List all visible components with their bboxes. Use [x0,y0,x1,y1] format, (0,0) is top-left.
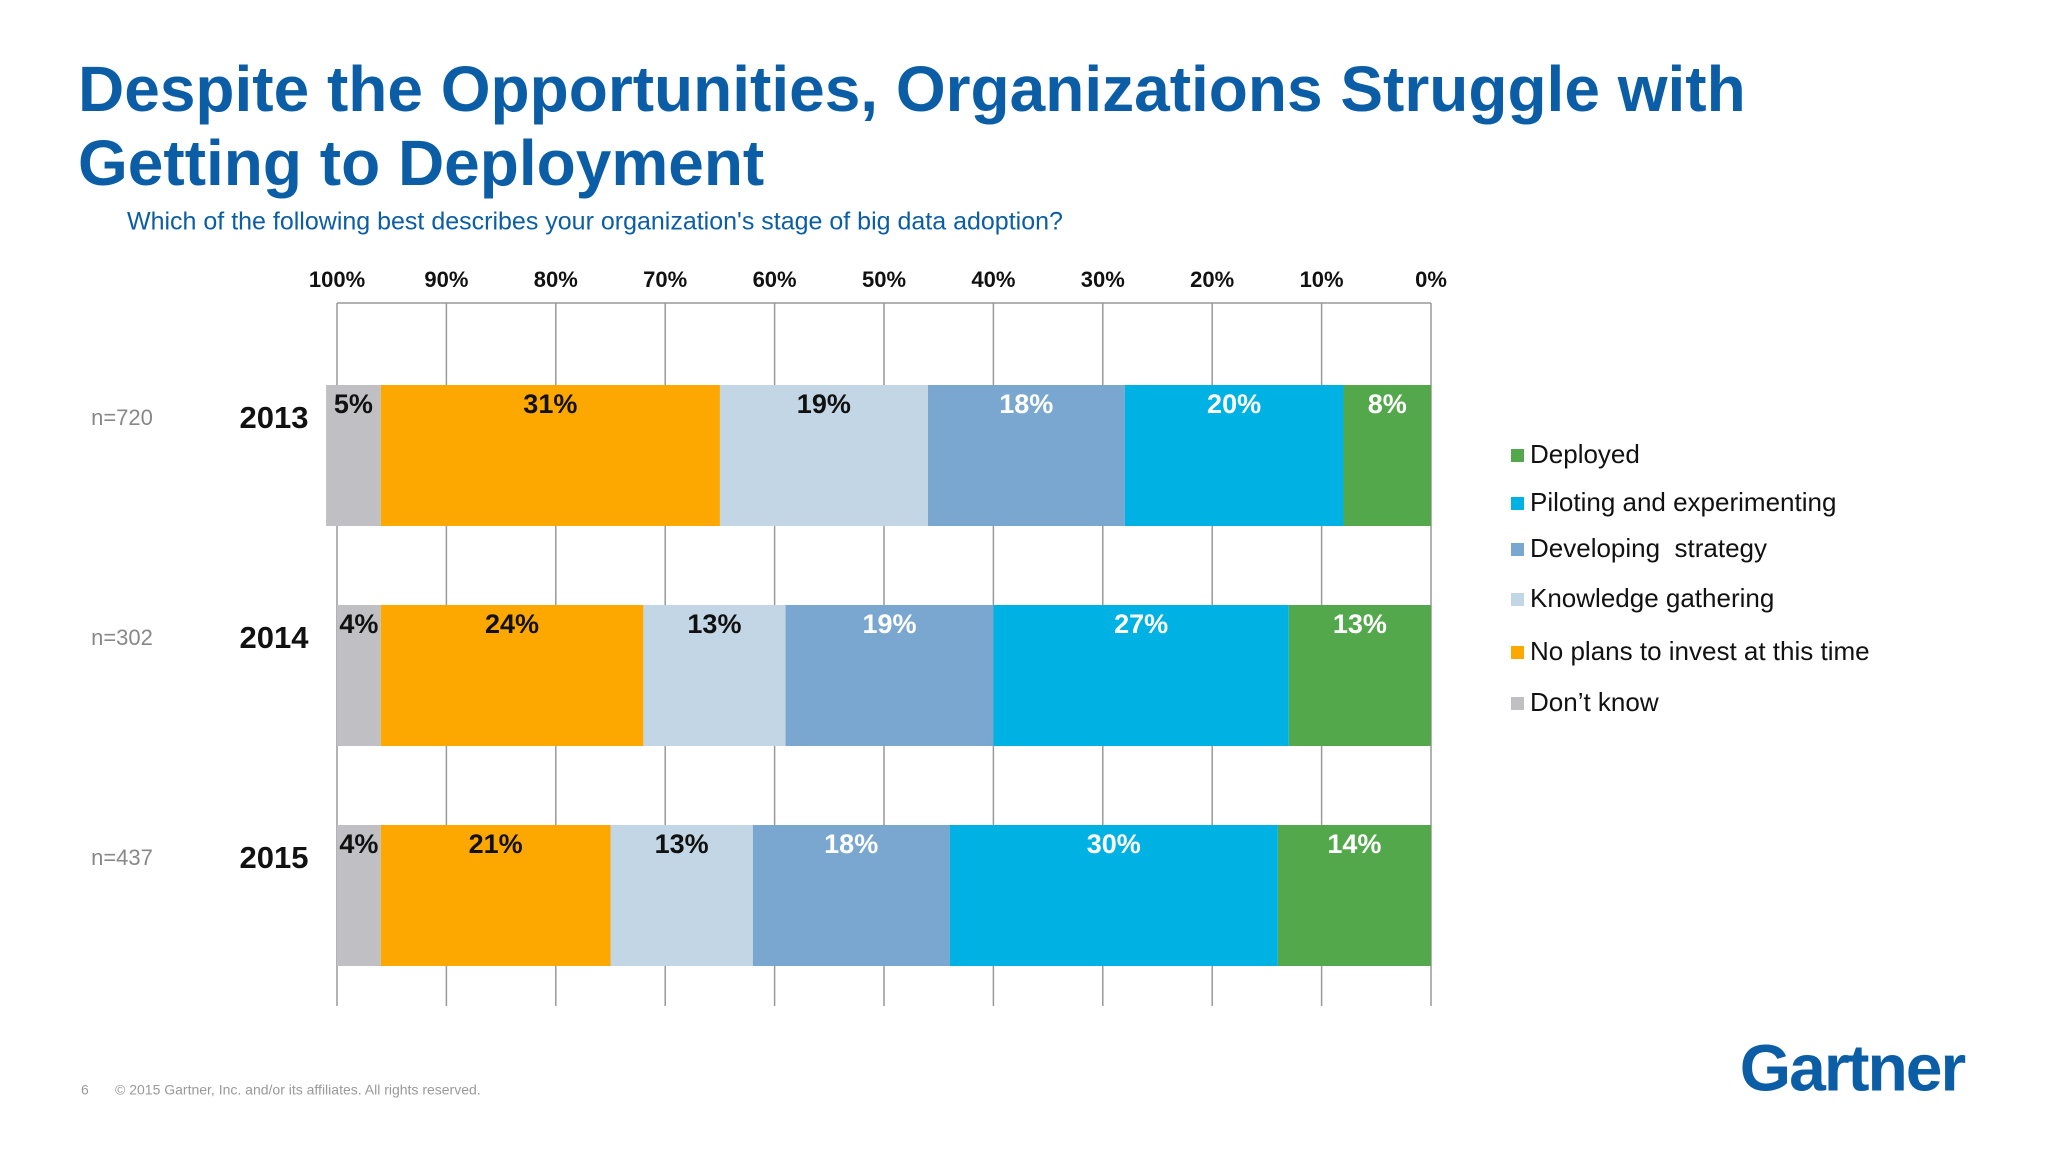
bar-segment [326,385,381,526]
bar-segment [752,825,950,966]
x-tick-label: 90% [424,267,468,292]
copyright: © 2015 Gartner, Inc. and/or its affiliat… [115,1082,481,1098]
bar-segment [1343,385,1431,526]
data-label: 18% [999,389,1053,419]
legend-swatch [1511,697,1524,710]
bar-segment [380,825,611,966]
page-number: 6 [81,1082,89,1098]
data-label: 4% [339,829,378,859]
sample-size: n=437 [91,845,153,870]
data-label: 19% [862,609,916,639]
x-tick-label: 40% [971,267,1015,292]
bar-segment [993,605,1289,746]
legend-swatch [1511,646,1524,659]
data-label: 14% [1327,829,1381,859]
data-label: 13% [687,609,741,639]
x-tick-label: 20% [1190,267,1234,292]
bar-segment [1124,385,1344,526]
bar-segment [337,605,381,746]
data-label: 27% [1114,609,1168,639]
legend-swatch [1511,449,1524,462]
x-tick-label: 10% [1300,267,1344,292]
sample-size: n=720 [91,405,153,430]
x-tick-label: 60% [753,267,797,292]
sample-size: n=302 [91,625,153,650]
x-tick-label: 0% [1415,267,1447,292]
subtitle: Which of the following best describes yo… [127,208,1063,236]
bar-segment [1288,605,1431,746]
data-label: 13% [1333,609,1387,639]
legend-label: Don’t know [1530,687,1659,717]
category-label: 2013 [240,400,309,435]
slide-title: Despite the Opportunities, Organizations… [78,53,1746,199]
legend-label: No plans to invest at this time [1530,636,1870,666]
x-tick-label: 100% [309,267,365,292]
x-tick-label: 50% [862,267,906,292]
bar-segment [643,605,786,746]
bar-segment [719,385,928,526]
bar-segment [380,605,644,746]
bar-segment [610,825,753,966]
category-label: 2014 [240,620,310,655]
data-label: 5% [334,389,373,419]
data-label: 20% [1207,389,1261,419]
data-label: 4% [339,609,378,639]
x-tick-label: 80% [534,267,578,292]
legend-label: Deployed [1530,439,1640,469]
bar-segment [927,385,1125,526]
data-label: 30% [1087,829,1141,859]
x-tick-label: 30% [1081,267,1125,292]
bar-segment [1277,825,1431,966]
category-label: 2015 [240,840,309,875]
legend-swatch [1511,497,1524,510]
data-label: 31% [523,389,577,419]
data-label: 18% [824,829,878,859]
data-label: 8% [1368,389,1407,419]
bar-segment [380,385,720,526]
legend-swatch [1511,593,1524,606]
legend-label: Knowledge gathering [1530,583,1774,613]
data-label: 19% [797,389,851,419]
legend-label: Developing strategy [1530,533,1767,563]
legend-label: Piloting and experimenting [1530,487,1836,517]
data-label: 21% [469,829,523,859]
bar-segment [785,605,994,746]
bar-segment [949,825,1278,966]
x-tick-label: 70% [643,267,687,292]
data-label: 13% [655,829,709,859]
bar-segment [337,825,381,966]
logo: Gartner [1740,1030,1966,1104]
legend-swatch [1511,543,1524,556]
data-label: 24% [485,609,539,639]
